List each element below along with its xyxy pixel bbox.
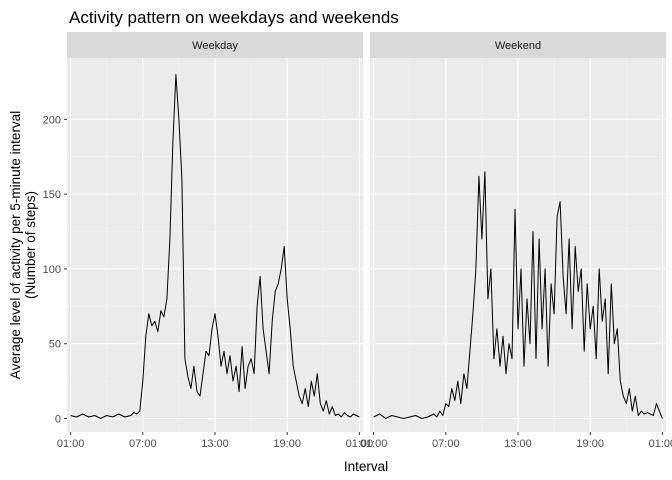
panel-weekend: Weekend 01:00 07:00 13:00 19:00 01:00 (360, 32, 672, 450)
facet-strip-label: Weekend (495, 40, 541, 52)
panel-weekday: Weekday 01:00 07:00 13:00 19:00 01:00 0 50 100 15… (43, 32, 374, 450)
y-axis-title-line: (Number of steps) (23, 191, 38, 299)
x-tick-label: 01:00 (360, 438, 388, 450)
x-tick-label: 01:00 (57, 438, 85, 450)
x-tick-label: 01:00 (346, 438, 374, 450)
y-tick-label: 150 (43, 189, 61, 201)
x-tick-label: 07:00 (432, 438, 460, 450)
y-tick-label: 100 (43, 264, 61, 276)
x-tick-label: 13:00 (201, 438, 229, 450)
facet-strip-label: Weekday (192, 40, 238, 52)
panels: Weekday 01:00 07:00 13:00 19:00 01:00 0 50 100 15… (43, 32, 672, 450)
x-axis-title: Interval (344, 459, 388, 474)
facet-strip (370, 32, 666, 58)
series-line-weekend (373, 171, 663, 419)
x-tick-label: 13:00 (504, 438, 532, 450)
y-tick-label: 200 (43, 114, 61, 126)
series-line-weekday (70, 74, 360, 419)
x-tick-label: 01:00 (649, 438, 672, 450)
y-axis-title-line: Average level of activity per 5-minute i… (8, 111, 23, 379)
x-tick-label: 19:00 (273, 438, 301, 450)
y-tick-label: 50 (49, 339, 61, 351)
y-axis-title: Average level of activity per 5-minute i… (8, 111, 38, 379)
x-tick-label: 07:00 (129, 438, 157, 450)
chart-title: Activity pattern on weekdays and weekend… (69, 8, 399, 27)
facet-strip (67, 32, 363, 58)
y-tick-label: 0 (55, 414, 61, 426)
x-tick-label: 19:00 (576, 438, 604, 450)
